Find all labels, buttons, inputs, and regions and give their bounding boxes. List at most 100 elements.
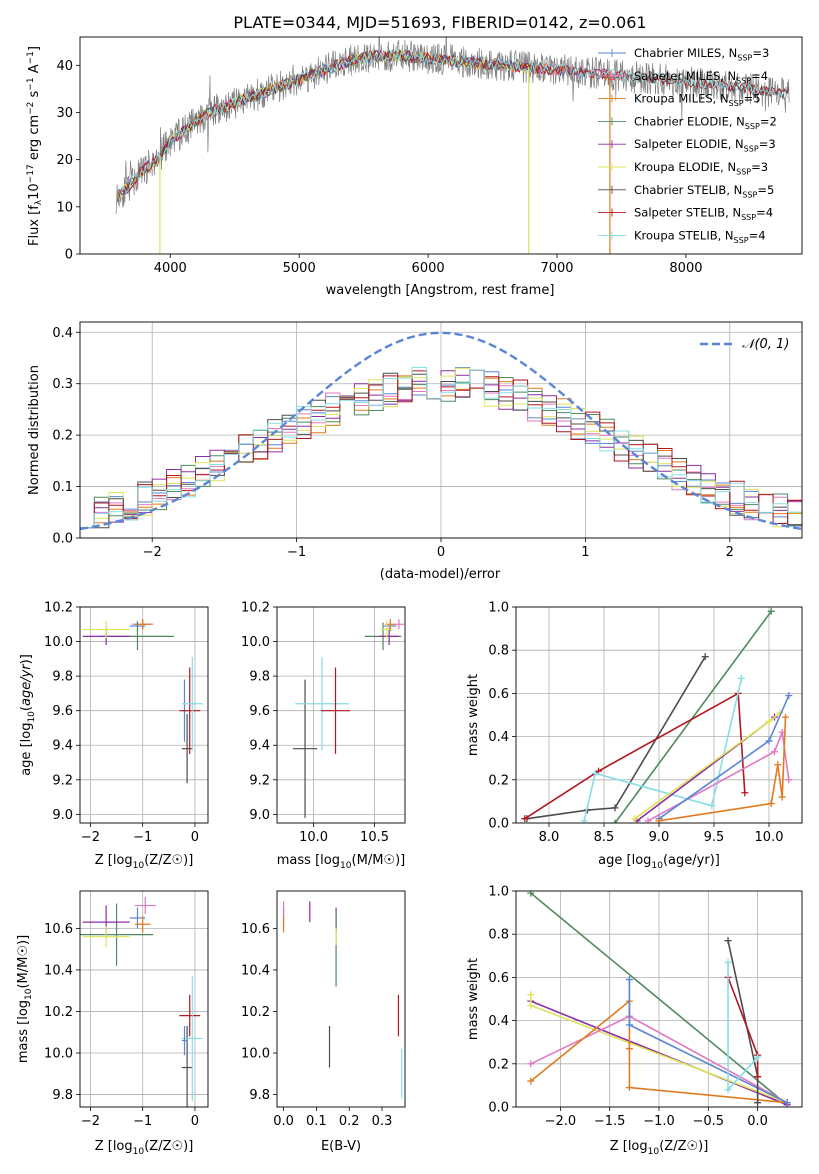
mass_vs_Z-plot-area	[80, 897, 203, 1107]
residuals-frame	[79, 321, 803, 539]
x-tick-label: 1	[581, 545, 589, 560]
plus-marker	[754, 1099, 762, 1107]
x-tick-label: −2	[81, 1114, 100, 1129]
age_vs_mass-axes	[277, 606, 405, 823]
y-axis-label: mass weight	[466, 674, 481, 756]
plus-marker	[527, 1001, 535, 1009]
y-tick-label: 0.2	[52, 429, 73, 444]
plus-marker	[625, 1045, 633, 1053]
y-tick-label: 0.6	[488, 687, 509, 702]
y-tick-label: 10.0	[44, 635, 73, 650]
y-tick-label: 9.0	[52, 808, 73, 823]
plus-marker	[527, 1077, 535, 1085]
series-line	[526, 656, 706, 820]
x-axis-label: Z [log10(Z/Z☉)]	[610, 1139, 709, 1157]
plus-marker	[724, 1086, 732, 1094]
legend-label: Kroupa MILES, NSSP=5	[634, 92, 761, 108]
x-axis-label: E(B-V)	[321, 1139, 361, 1154]
plus-marker	[527, 991, 535, 999]
plus-marker	[783, 1099, 791, 1107]
massweight_vs_Z-plot-area	[527, 891, 791, 1107]
x-tick-label: −1	[133, 830, 152, 845]
y-tick-label: 9.8	[52, 670, 73, 685]
plus-marker	[754, 1073, 762, 1081]
series-line	[614, 610, 772, 823]
y-tick-label: 0.2	[488, 1057, 509, 1072]
y-tick-label: 20	[56, 153, 73, 168]
x-tick-label: 0	[191, 830, 199, 845]
y-tick-label: 10.0	[44, 1047, 73, 1062]
x-tick-label: −2	[143, 545, 162, 560]
plus-marker	[724, 937, 732, 945]
plus-marker	[708, 802, 716, 810]
x-tick-label: 5000	[283, 261, 316, 276]
legend-label: Chabrier STELIB, NSSP=5	[634, 183, 774, 199]
plus-marker	[767, 607, 775, 615]
y-tick-label: 9.8	[52, 1088, 73, 1103]
y-tick-label: 0	[65, 248, 73, 263]
plus-marker	[765, 717, 773, 725]
x-tick-label: 8.5	[594, 830, 615, 845]
y-axis-label: Normed distribution	[27, 365, 42, 495]
y-tick-label: 9.2	[52, 773, 73, 788]
y-tick-label: 0.4	[52, 326, 73, 341]
y-tick-label: 0.8	[488, 928, 509, 943]
series-line	[524, 692, 746, 820]
series-line	[727, 962, 759, 1092]
x-tick-label: −1.0	[643, 1114, 675, 1129]
y-tick-label: 10.4	[44, 963, 73, 978]
plus-marker	[644, 817, 652, 823]
age_vs_Z-axes	[80, 606, 208, 823]
y-axis-label: mass [log10(M/M☉)]	[16, 935, 34, 1063]
plus-marker	[655, 817, 663, 823]
y-tick-label: 0.0	[52, 532, 73, 547]
plus-marker	[625, 1084, 633, 1092]
y-tick-label: 1.0	[488, 885, 509, 900]
y-axis-label: mass weight	[466, 958, 481, 1040]
legend-label: Salpeter ELODIE, NSSP=3	[634, 137, 776, 153]
normal-curve	[80, 331, 802, 531]
y-tick-label: 0.4	[488, 1014, 509, 1029]
y-tick-label: 1.0	[488, 601, 509, 616]
x-tick-label: 0.2	[339, 1114, 360, 1129]
plus-marker	[611, 804, 619, 812]
y-tick-label: 10	[56, 200, 73, 215]
x-tick-label: 10.0	[299, 830, 328, 845]
y-tick-label: 9.4	[52, 739, 73, 754]
series-line	[530, 1000, 788, 1106]
mass_vs_Z-frame	[79, 890, 209, 1108]
x-tick-label: 8000	[669, 261, 702, 276]
x-axis-label: Z [log10(Z/Z☉)]	[95, 853, 194, 871]
plus-marker	[521, 815, 529, 823]
y-tick-label: 10.6	[44, 922, 73, 937]
y-axis-label: Flux [fλ10−17 erg cm−2 s−1 A−1]	[26, 46, 44, 246]
x-tick-label: 9.0	[649, 830, 670, 845]
x-axis-label: (data-model)/error	[380, 567, 501, 582]
residuals-plot-area	[80, 331, 802, 531]
plus-marker	[591, 769, 599, 777]
model-spectrum	[118, 49, 789, 201]
plus-marker	[527, 891, 535, 897]
plus-marker	[767, 800, 775, 808]
massweight_vs_Z-frame	[515, 890, 803, 1108]
plus-marker	[782, 713, 789, 721]
legend-label: Salpeter MILES, NSSP=4	[634, 69, 768, 85]
series-line	[530, 892, 788, 1106]
y-tick-label: 0.0	[488, 817, 509, 832]
legend-label: Kroupa ELODIE, NSSP=3	[634, 160, 768, 176]
mass_vs_EBV-plot-area	[282, 901, 403, 1099]
plus-marker	[580, 817, 588, 823]
mass_vs_Z-axes	[80, 891, 208, 1107]
x-tick-label: −2	[81, 830, 100, 845]
age_vs_mass-frame	[276, 606, 406, 824]
y-tick-label: 10.2	[241, 601, 270, 616]
y-tick-label: 10.2	[44, 1005, 73, 1020]
x-tick-label: 0.0	[273, 1114, 294, 1129]
x-tick-label: 0.3	[372, 1114, 393, 1129]
y-tick-label: 9.4	[249, 739, 270, 754]
plus-marker	[625, 976, 633, 984]
x-tick-label: −1	[287, 545, 306, 560]
x-tick-label: −1	[133, 1114, 152, 1129]
